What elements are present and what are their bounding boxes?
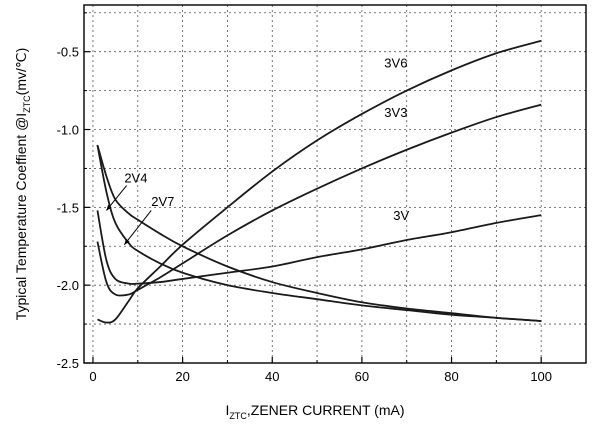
x-tick-label: 40 — [265, 369, 279, 384]
x-axis-label-rest: ,ZENER CURRENT (mA) — [247, 402, 405, 418]
y-axis-label-subscript: ZTC — [22, 95, 32, 113]
curve-label-2v4: 2V4 — [124, 170, 147, 185]
y-axis-label: Typical Temperature Coeffient @IZTC(mv/℃… — [13, 48, 32, 321]
curve-label-3v6: 3V6 — [384, 55, 407, 70]
leader-arrow-2v7 — [123, 210, 152, 246]
plot-area-frame — [83, 4, 587, 364]
leader-arrow-2v7-head — [124, 238, 130, 245]
series-line-3v3 — [96, 103, 542, 297]
series-line-2v4 — [96, 144, 542, 322]
y-tick-label: -2.0 — [57, 278, 79, 293]
series-line-3v — [96, 210, 542, 285]
y-tick-label: -1.5 — [57, 200, 79, 215]
series-line-2v7 — [96, 144, 542, 322]
x-tick-label: 80 — [444, 369, 458, 384]
x-axis-label-main: I — [225, 402, 229, 418]
y-tick-label: -0.5 — [57, 45, 79, 60]
curve-layer — [96, 39, 542, 324]
series-line-3v6 — [97, 39, 542, 324]
y-axis-label-main: Typical Temperature Coeffient @I — [13, 113, 29, 320]
annotation-layer: 3V6 3V3 3V 2V4 2V7 — [106, 55, 409, 246]
y-tick-label: -1.0 — [57, 123, 79, 138]
x-axis-label-subscript: ZTC — [229, 411, 247, 421]
curve-label-3v: 3V — [393, 208, 409, 223]
curve-label-3v3: 3V3 — [384, 105, 407, 120]
curve-label-2v7: 2V7 — [151, 194, 174, 209]
x-tick-label: 60 — [355, 369, 369, 384]
x-axis-label: IZTC,ZENER CURRENT (mA) — [225, 402, 404, 421]
y-axis-label-rest: (mv/℃) — [13, 48, 29, 96]
x-tick-label: 100 — [530, 369, 552, 384]
grid-layer — [84, 5, 586, 363]
leader-arrow-2v4-head — [106, 204, 112, 211]
x-tick-label: 20 — [175, 369, 189, 384]
x-tick-label: 0 — [89, 369, 96, 384]
y-tick-label: -2.5 — [57, 356, 79, 371]
tick-layer: 0 20 40 60 80 100 -0.5 -1.0 -1.5 -2.0 -2.5 — [57, 12, 552, 384]
